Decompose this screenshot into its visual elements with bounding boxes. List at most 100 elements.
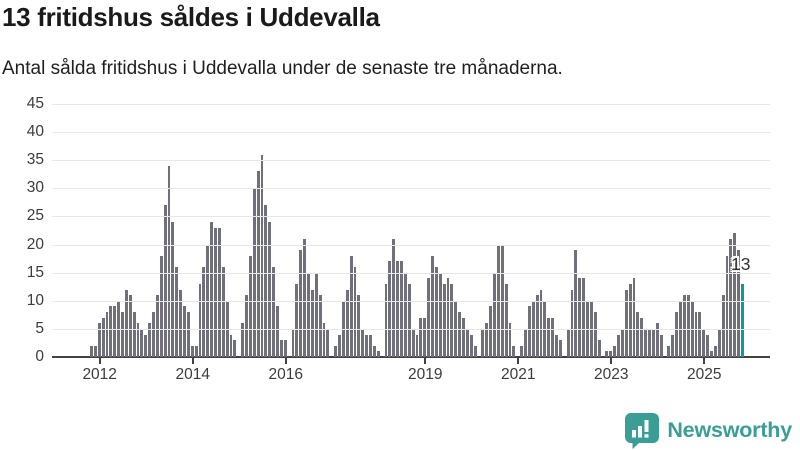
bar <box>179 289 182 357</box>
bar-slot <box>403 104 408 357</box>
bar <box>264 205 268 357</box>
bar-slot <box>423 104 427 357</box>
bar <box>101 317 105 357</box>
bar-slot <box>121 104 125 357</box>
bar <box>260 154 264 357</box>
bar-slot <box>272 104 276 357</box>
brand-footer: Newsworthy <box>623 410 792 450</box>
bar-slot <box>481 104 485 357</box>
gridline <box>52 244 770 246</box>
x-axis-label: 2016 <box>268 366 303 383</box>
x-axis-tick <box>703 358 706 364</box>
bar-slot <box>442 104 447 357</box>
bar-slot <box>539 104 544 357</box>
bar <box>407 283 411 357</box>
bar <box>434 267 438 357</box>
bar <box>357 295 361 357</box>
bar <box>721 295 725 357</box>
bar <box>713 345 717 357</box>
bar <box>159 255 163 357</box>
y-axis-label: 5 <box>35 319 44 337</box>
bar <box>578 278 582 357</box>
bar-slot <box>163 104 168 357</box>
bar-slot <box>489 104 493 357</box>
bar <box>737 250 740 357</box>
bar-slot <box>124 104 129 357</box>
bar-slot <box>694 104 699 357</box>
bar <box>485 323 489 357</box>
bar-slot <box>512 104 516 357</box>
gridline <box>52 328 770 330</box>
bar <box>504 283 508 357</box>
bar <box>702 328 706 357</box>
bar-slot <box>547 104 551 357</box>
bar <box>493 272 496 357</box>
bar <box>415 334 419 357</box>
bar-slot <box>555 104 559 357</box>
bar <box>241 323 244 357</box>
bar-slot <box>318 104 323 357</box>
bar-slot <box>392 104 396 357</box>
bar <box>155 295 159 357</box>
y-axis-label: 35 <box>26 151 44 169</box>
bar-slot <box>597 104 602 357</box>
bar-slot <box>570 104 575 357</box>
bar-slot <box>434 104 439 357</box>
bar <box>400 261 403 357</box>
bar <box>644 328 647 357</box>
bar-slot <box>214 104 218 357</box>
bar <box>671 334 675 357</box>
bar-slot <box>101 104 106 357</box>
bar-slot <box>710 104 714 357</box>
bar-chart: 2012 2014 2016 2019 2021 2023 2025 13 0 5 10 15 20 2… <box>0 94 800 394</box>
bar <box>558 340 562 357</box>
bar <box>729 238 733 357</box>
bar <box>527 306 531 357</box>
bar-slot <box>620 104 625 357</box>
bar-slot <box>109 104 113 357</box>
bar-slot <box>365 104 369 357</box>
brand-name: Newsworthy <box>667 417 792 442</box>
bar-slot <box>171 104 175 357</box>
bar-slot <box>388 104 392 357</box>
bar-slot <box>276 104 280 357</box>
bar <box>194 345 198 357</box>
bar-slot <box>307 104 311 357</box>
bar-slot <box>198 104 203 357</box>
y-axis-label: 0 <box>35 348 44 365</box>
bar-slot <box>737 104 741 357</box>
bar <box>233 340 237 357</box>
bar-slot <box>558 104 563 357</box>
bar <box>128 295 132 357</box>
x-axis-tick <box>191 358 194 364</box>
bar <box>318 295 322 357</box>
bar <box>272 267 275 357</box>
gridline <box>52 216 770 218</box>
bar-slot <box>655 104 660 357</box>
bar-slot <box>648 104 652 357</box>
bar-slot <box>698 104 702 357</box>
bar-slot <box>640 104 644 357</box>
bar-slot <box>167 104 172 357</box>
bar-slot <box>221 104 226 357</box>
bar-slot <box>210 104 214 357</box>
bar <box>268 222 272 357</box>
bar-slot <box>582 104 586 357</box>
gridline <box>52 104 770 105</box>
bar-slot <box>303 104 307 357</box>
gridline <box>52 188 770 190</box>
x-axis-tick <box>424 358 427 364</box>
bar <box>369 334 372 357</box>
bar <box>152 312 155 357</box>
bar-slot <box>353 104 358 357</box>
bar-slot <box>175 104 179 357</box>
bar-slot <box>97 104 102 357</box>
bar-slot <box>295 104 299 357</box>
bar <box>132 312 136 357</box>
bar-slot <box>527 104 532 357</box>
chart-subtitle: Antal sålda fritidshus i Uddevalla under… <box>2 58 563 79</box>
bar <box>710 351 713 357</box>
bar-slot <box>291 104 296 357</box>
bar <box>198 283 202 357</box>
bar-slot <box>248 104 253 357</box>
